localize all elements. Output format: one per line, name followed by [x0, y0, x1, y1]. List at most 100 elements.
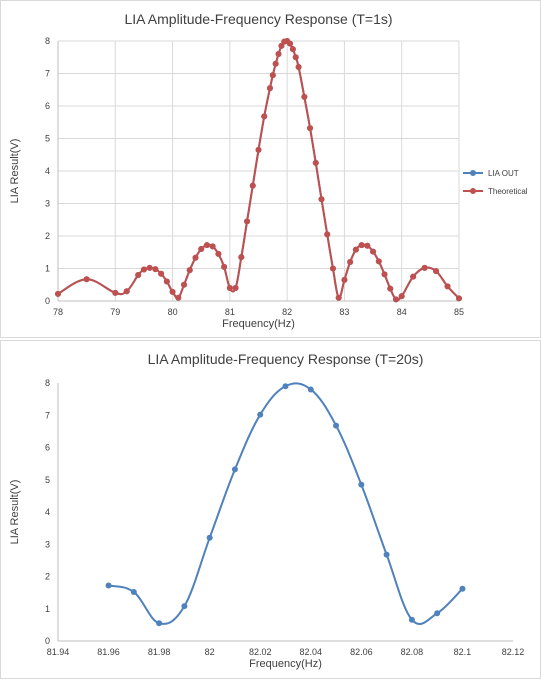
data-point	[459, 585, 466, 592]
data-point	[175, 294, 182, 301]
y-tick-label: 3	[45, 539, 50, 549]
data-point	[255, 146, 262, 153]
data-point	[381, 271, 388, 278]
data-point	[215, 250, 222, 257]
data-point	[226, 285, 233, 291]
y-tick-label: 6	[45, 443, 50, 453]
data-point	[295, 64, 302, 70]
data-point	[83, 276, 90, 283]
data-point	[318, 196, 325, 203]
data-point	[433, 268, 440, 275]
data-point	[112, 289, 119, 296]
y-tick-label: 7	[45, 69, 50, 79]
data-point	[307, 125, 314, 132]
y-tick-label: 7	[45, 410, 50, 420]
data-point	[156, 620, 163, 627]
x-tick-label: 85	[454, 307, 464, 317]
data-point	[130, 588, 137, 595]
data-point	[398, 293, 405, 300]
data-point	[231, 466, 238, 473]
y-tick-label: 1	[45, 264, 50, 274]
y-tick-label: 0	[45, 296, 50, 306]
chart-t1: LIA Amplitude-Frequency Response (T=1s) 0…	[9, 11, 528, 330]
x-tick-label: 82.12	[502, 647, 525, 657]
data-point	[307, 386, 314, 393]
data-point	[244, 218, 251, 225]
data-point	[375, 258, 382, 265]
x-tick-label: 83	[339, 307, 349, 317]
x-tick-label: 79	[110, 307, 120, 317]
x-tick-label: 82.06	[350, 647, 373, 657]
data-point	[358, 242, 365, 249]
data-point	[329, 265, 336, 272]
data-point	[421, 264, 428, 271]
y-tick-label: 4	[45, 507, 50, 517]
data-point	[198, 246, 205, 252]
data-point	[146, 264, 153, 271]
data-point	[301, 93, 308, 100]
x-tick-label: 84	[397, 307, 407, 317]
data-point	[232, 285, 239, 291]
x-tick-label: 81	[225, 307, 235, 317]
data-point	[408, 616, 415, 623]
data-point	[282, 383, 289, 390]
data-point	[278, 42, 285, 49]
chart-panel-t1: LIA Amplitude-Frequency Response (T=1s) 0…	[0, 0, 541, 338]
x-tick-label: 82	[282, 307, 292, 317]
data-point	[352, 246, 359, 253]
chart-title: LIA Amplitude-Frequency Response (T=20s)	[148, 351, 424, 367]
data-point	[152, 266, 159, 273]
chart-title: LIA Amplitude-Frequency Response (T=1s)	[124, 11, 392, 27]
x-tick-label: 82	[205, 647, 215, 657]
data-point	[444, 283, 451, 290]
chart-t20: LIA Amplitude-Frequency Response (T=20s)…	[9, 351, 525, 670]
data-point	[335, 294, 342, 301]
data-point	[275, 51, 282, 57]
legend-marker	[470, 188, 476, 194]
data-point	[392, 296, 399, 303]
data-point	[269, 72, 276, 79]
data-point	[105, 582, 112, 589]
data-point	[140, 266, 147, 273]
y-tick-label: 8	[45, 378, 50, 388]
data-point	[169, 288, 176, 295]
data-point	[249, 182, 256, 189]
data-point	[358, 481, 365, 488]
data-point	[383, 551, 390, 558]
data-point	[181, 281, 188, 288]
data-point	[186, 267, 193, 274]
data-point	[341, 276, 348, 283]
x-tick-label: 82.04	[300, 647, 323, 657]
series-line-lia-out	[57, 39, 460, 302]
data-point	[456, 295, 462, 302]
x-tick-label: 78	[53, 307, 63, 317]
legend-entry: Theoretical	[488, 187, 528, 196]
y-tick-label: 5	[45, 134, 50, 144]
x-axis-label: Frequency(Hz)	[249, 658, 322, 670]
data-point	[181, 603, 188, 610]
data-point	[347, 259, 354, 265]
y-tick-label: 1	[45, 604, 50, 614]
x-tick-label: 81.94	[47, 647, 70, 657]
x-tick-label: 82.1	[454, 647, 472, 657]
data-point	[287, 40, 294, 47]
data-point	[163, 278, 170, 285]
y-tick-label: 3	[45, 199, 50, 209]
data-point	[55, 290, 61, 297]
data-point	[266, 85, 273, 92]
data-point	[192, 254, 199, 261]
data-point	[261, 113, 268, 120]
series-line-theoretical	[57, 39, 460, 302]
x-axis-label: Frequency(Hz)	[222, 318, 295, 330]
series-line-data	[108, 382, 464, 625]
data-point	[209, 243, 216, 250]
y-tick-label: 2	[45, 572, 50, 582]
data-point	[364, 242, 371, 249]
data-point	[158, 270, 165, 277]
data-point	[238, 254, 245, 261]
y-tick-label: 2	[45, 231, 50, 241]
data-point	[324, 231, 331, 238]
y-tick-label: 8	[45, 36, 50, 46]
x-tick-label: 81.98	[148, 647, 171, 657]
x-tick-label: 80	[168, 307, 178, 317]
